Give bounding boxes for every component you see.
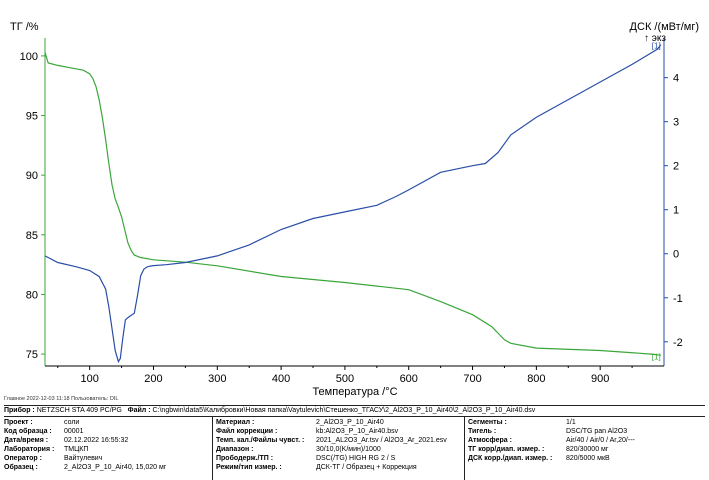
info-row: Оператор : Вайтулевич xyxy=(4,454,166,463)
dsc-curve xyxy=(44,44,662,364)
x-tick-label: 600 xyxy=(400,373,418,385)
info-value: 2_Al2O3_P_10_Air40, 15,020 мг xyxy=(64,464,167,471)
info-row: Код образца : 00001 xyxy=(4,427,166,436)
y-left-tick-label: 95 xyxy=(26,111,38,123)
info-column-1: Проект : соли Код образца :00001 Дата/время… xyxy=(4,418,166,472)
info-row: Файл коррекции : kb:Al2O3_P_10_Air40.bsv xyxy=(216,427,447,436)
info-row: Атмосфера : Air/40 / Air/0 / Ar,20/--- xyxy=(468,436,635,445)
divider xyxy=(212,417,213,480)
device-label: Прибор : xyxy=(4,407,35,414)
info-value: kb:Al2O3_P_10_Air40.bsv xyxy=(316,428,399,435)
x-axis-label: Температура /°C xyxy=(312,386,397,398)
info-row: Материал : 2_Al2O3_P_10_Air40 xyxy=(216,418,447,427)
y-left-tick-label: 75 xyxy=(26,349,38,361)
info-value: соли xyxy=(64,419,80,426)
info-label: Файл коррекции : xyxy=(216,428,278,435)
info-label: Режим/тип измер. : xyxy=(216,464,282,471)
y-left-tick-label: 85 xyxy=(26,230,38,242)
x-tick-label: 300 xyxy=(208,373,226,385)
info-row: Проект : соли xyxy=(4,418,166,427)
divider xyxy=(464,417,465,480)
info-row: Режим/тип измер. : ДСК-ТГ / Образец + Кор… xyxy=(216,463,447,472)
thermal-analysis-chart: 100 200 300 400 500 600 700 800 900 75 80 85 90 95 100… xyxy=(10,21,699,398)
y-left-axis-label: ТГ /% xyxy=(10,21,39,33)
info-row: Сегменты : 1/1 xyxy=(468,418,635,427)
info-label: ДСК корр./диап. измер. : xyxy=(468,455,553,462)
info-row: Темп. кал./Файлы чувст. : 2021_AL2O3_Ar.t… xyxy=(216,436,447,445)
info-label: Дата/время : xyxy=(4,437,49,444)
info-label: Тигель : xyxy=(468,428,497,435)
curve-end-marker: [1] xyxy=(652,42,661,51)
y-right-tick-label: 3 xyxy=(673,117,679,129)
footer-status: Главное 2022-12-03 11:18 Пользователь: D… xyxy=(4,396,119,402)
info-label: Диапазон : xyxy=(216,446,254,453)
tg-curve xyxy=(44,52,661,356)
info-value: 00001 xyxy=(64,428,84,435)
info-row: Диапазон : 30/10,0(K/мин)/1000 xyxy=(216,445,447,454)
x-tick-label: 100 xyxy=(80,373,98,385)
info-row: Дата/время : 02.12.2022 16:55:32 xyxy=(4,436,166,445)
device-line: Прибор : NETZSCH STA 409 PC/PG Файл : C:… xyxy=(4,407,535,414)
x-tick-label: 200 xyxy=(144,373,162,385)
info-value: 2_Al2O3_P_10_Air40 xyxy=(316,419,384,426)
y-right-axis-label: ДСК /(мВт/мг) xyxy=(630,21,699,33)
info-value: 30/10,0(K/мин)/1000 xyxy=(316,446,381,453)
curve-end-marker: [1] xyxy=(652,352,661,361)
info-label: Темп. кал./Файлы чувст. : xyxy=(216,437,305,444)
info-label: Сегменты : xyxy=(468,419,507,426)
info-row: Образец : 2_Al2O3_P_10_Air40, 15,020 мг xyxy=(4,463,166,472)
info-label: ТГ корр/диап. измер. : xyxy=(468,446,545,453)
divider xyxy=(4,405,705,406)
y-left-tick-label: 100 xyxy=(20,51,38,63)
info-value: 820/30000 мг xyxy=(566,446,609,453)
info-value: 1/1 xyxy=(566,419,576,426)
file-label: Файл : xyxy=(127,407,151,414)
info-label: Образец : xyxy=(4,464,38,471)
y-right-tick-label: 1 xyxy=(673,205,679,217)
x-tick-label: 800 xyxy=(527,373,545,385)
y-right-tick-label: 4 xyxy=(673,73,679,85)
info-label: Прободерж./ТП : xyxy=(216,455,274,462)
y-right-tick-label: 2 xyxy=(673,161,679,173)
info-row: ТГ корр/диап. измер. : 820/30000 мг xyxy=(468,445,635,454)
y-right-tick-label: -2 xyxy=(673,337,683,349)
y-right-tick-label: -1 xyxy=(673,293,683,305)
exo-direction-label: ↑ экз xyxy=(644,33,666,44)
info-value: 02.12.2022 16:55:32 xyxy=(64,437,129,444)
y-left-tick-label: 90 xyxy=(26,170,38,182)
file-value: C:\ngbwin\data5\Калибровки\Новая папка\V… xyxy=(152,407,536,414)
info-column-2: Материал :2_Al2O3_P_10_Air40 Файл коррекц… xyxy=(216,418,447,472)
info-row: Лаборатория : ТМЦКП xyxy=(4,445,166,454)
info-value: DSC/TG pan Al2O3 xyxy=(566,428,628,435)
info-label: Код образца : xyxy=(4,428,52,435)
info-value: 820/5000 мкВ xyxy=(566,455,610,462)
info-value: DSC(/TG) HIGH RG 2 / S xyxy=(316,455,396,462)
info-label: Материал : xyxy=(216,419,255,426)
info-row: Тигель : DSC/TG pan Al2O3 xyxy=(468,427,635,436)
y-left-tick-label: 80 xyxy=(26,289,38,301)
info-value: ТМЦКП xyxy=(64,446,89,453)
info-label: Оператор : xyxy=(4,455,42,462)
info-value: ДСК-ТГ / Образец + Коррекция xyxy=(316,464,417,471)
info-value: Вайтулевич xyxy=(64,455,103,462)
x-tick-label: 400 xyxy=(272,373,290,385)
info-column-3: Сегменты :1/1 Тигель : DSC/TG pan Al2O3 Атм… xyxy=(468,418,635,463)
info-label: Атмосфера : xyxy=(468,437,512,444)
y-right-tick-label: 0 xyxy=(673,249,679,261)
divider xyxy=(4,416,705,417)
info-value: 2021_AL2O3_Ar.tsv / Al2O3_Ar_2021.esv xyxy=(316,437,447,444)
info-label: Проект : xyxy=(4,419,33,426)
x-tick-label: 700 xyxy=(463,373,481,385)
info-row: ДСК корр./диап. измер. : 820/5000 мкВ xyxy=(468,454,635,463)
info-label: Лаборатория : xyxy=(4,446,55,453)
info-value: Air/40 / Air/0 / Ar,20/--- xyxy=(566,437,635,444)
device-value: NETZSCH STA 409 PC/PG xyxy=(36,407,122,414)
x-tick-label: 900 xyxy=(591,373,609,385)
info-row: Прободерж./ТП : DSC(/TG) HIGH RG 2 / S xyxy=(216,454,447,463)
x-tick-label: 500 xyxy=(336,373,354,385)
